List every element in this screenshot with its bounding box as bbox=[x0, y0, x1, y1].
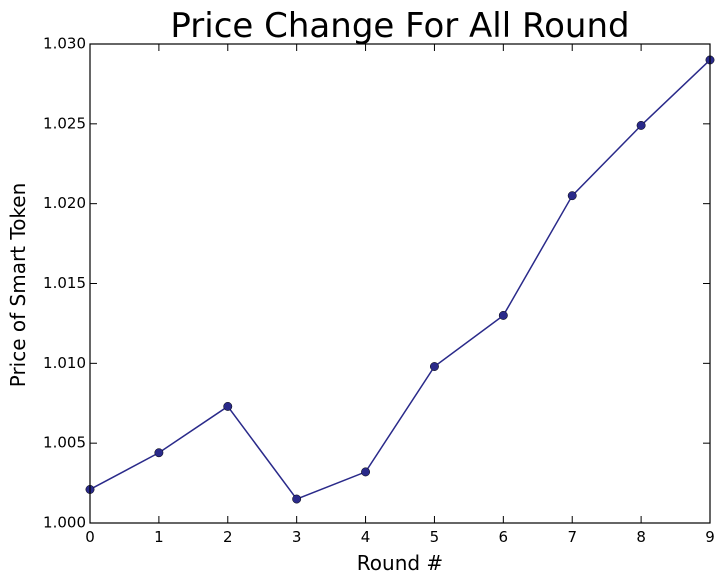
y-tick-label: 1.015 bbox=[43, 274, 86, 292]
y-tick-label: 1.025 bbox=[43, 114, 86, 132]
y-axis-label: Price of Smart Token bbox=[6, 183, 30, 388]
data-point bbox=[361, 467, 371, 477]
x-tick-label: 6 bbox=[499, 528, 509, 546]
x-tick-label: 9 bbox=[705, 528, 715, 546]
plot-area bbox=[90, 44, 710, 523]
series-line bbox=[89, 59, 711, 500]
x-tick-label: 2 bbox=[223, 528, 233, 546]
x-axis-label: Round # bbox=[357, 551, 443, 575]
chart-title: Price Change For All Round bbox=[170, 6, 629, 46]
plot-frame bbox=[89, 43, 711, 524]
x-tick-label: 4 bbox=[361, 528, 371, 546]
axis-ticks bbox=[89, 43, 711, 524]
y-tick-label: 1.005 bbox=[43, 434, 86, 452]
data-point bbox=[498, 310, 508, 320]
data-point bbox=[429, 362, 439, 371]
y-tick-label: 1.010 bbox=[43, 354, 86, 372]
tick-labels: 0 1 2 3 4 5 6 7 8 9 1.000 1.005 1.010 1.015 1.020 1.025… bbox=[43, 35, 715, 547]
x-tick-label: 0 bbox=[85, 528, 95, 546]
y-tick-label: 1.000 bbox=[43, 514, 86, 532]
y-tick-label: 1.030 bbox=[43, 35, 86, 53]
data-point bbox=[154, 448, 164, 458]
data-point bbox=[223, 401, 233, 411]
data-point bbox=[567, 191, 577, 201]
x-tick-label: 1 bbox=[154, 528, 164, 546]
data-point bbox=[636, 120, 646, 130]
x-tick-label: 7 bbox=[567, 528, 577, 546]
series-layer bbox=[85, 55, 715, 504]
x-tick-label: 3 bbox=[292, 528, 302, 546]
y-tick-label: 1.020 bbox=[43, 194, 86, 212]
x-tick-label: 8 bbox=[636, 528, 646, 546]
x-tick-label: 5 bbox=[430, 528, 440, 546]
data-point bbox=[292, 494, 302, 504]
